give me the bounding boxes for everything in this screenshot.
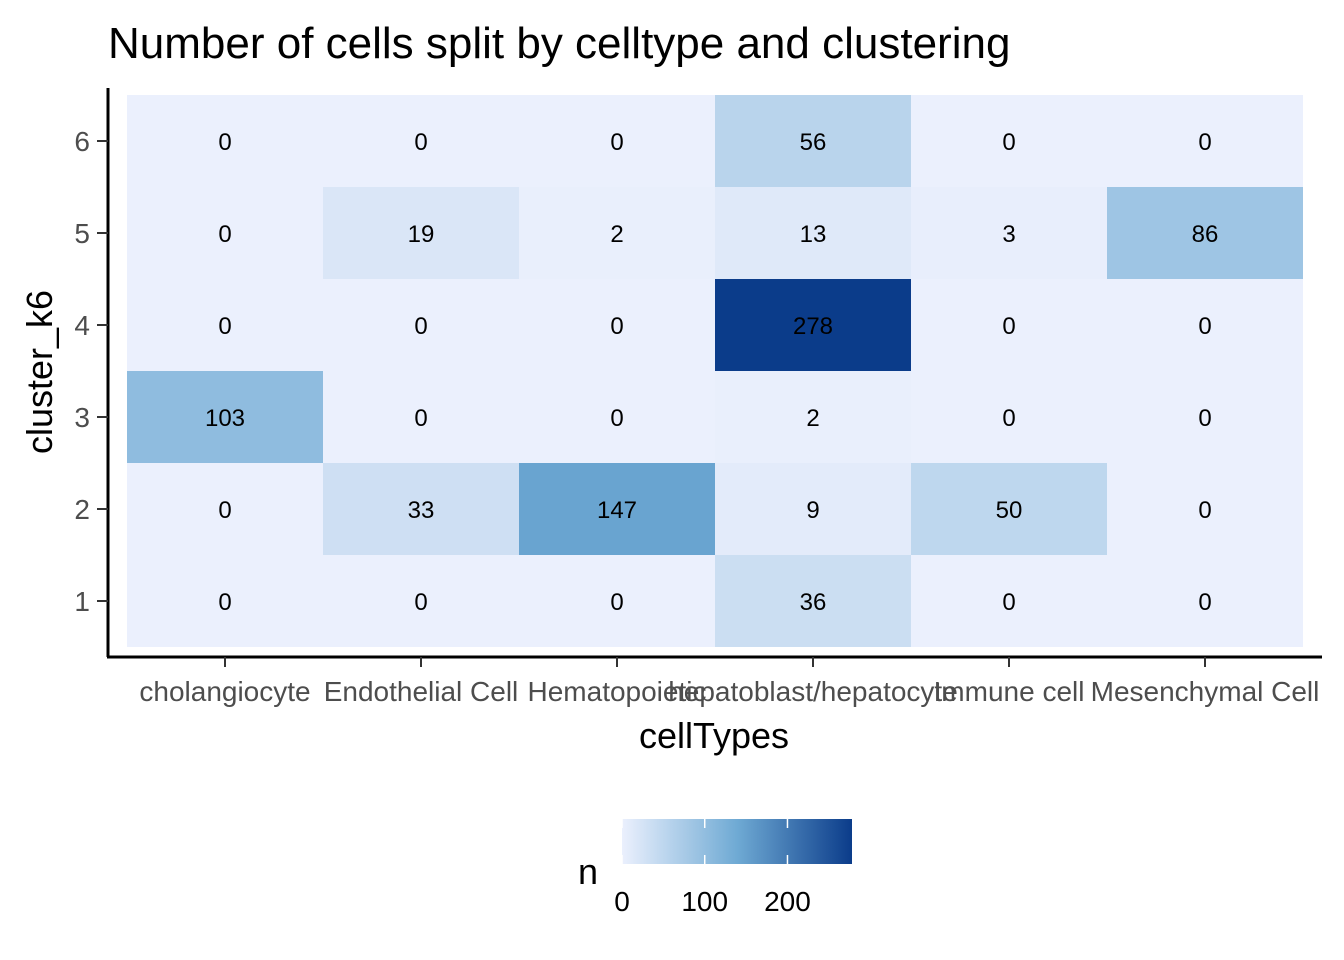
cell-value-label: 56 bbox=[800, 129, 827, 156]
heatmap-cell bbox=[1107, 187, 1303, 279]
cell-value-label: 0 bbox=[1002, 589, 1015, 616]
cell-value-label: 103 bbox=[205, 405, 245, 432]
y-tick-label: 2 bbox=[74, 494, 90, 525]
cell-value-label: 0 bbox=[414, 129, 427, 156]
color-legend: n 0 100 200 bbox=[578, 819, 852, 917]
heatmap-cell bbox=[911, 555, 1107, 647]
heatmap-cell bbox=[715, 555, 911, 647]
heatmap-cell bbox=[323, 371, 519, 463]
heatmap-cells: 0 0 0 36 0 0 0 33 147 9 50 0 103 0 0 2 0 0 0 0 0 278 0 0 0 19 2 13 3… bbox=[127, 95, 1303, 647]
heatmap-cell bbox=[323, 555, 519, 647]
cell-value-label: 0 bbox=[218, 589, 231, 616]
heatmap-cell bbox=[715, 371, 911, 463]
cell-value-label: 0 bbox=[414, 313, 427, 340]
legend-ticks: 0 100 200 bbox=[614, 819, 811, 917]
cell-value-label: 0 bbox=[1198, 313, 1211, 340]
y-tick-label: 6 bbox=[74, 126, 90, 157]
heatmap-cell bbox=[127, 463, 323, 555]
cell-value-label: 0 bbox=[414, 589, 427, 616]
y-tick-label: 1 bbox=[74, 586, 90, 617]
heatmap-cell bbox=[519, 463, 715, 555]
legend-colorbar bbox=[622, 819, 852, 864]
heatmap-cell bbox=[911, 463, 1107, 555]
cell-value-label: 0 bbox=[1002, 313, 1015, 340]
y-axis-title: cluster_k6 bbox=[19, 290, 60, 454]
cell-value-label: 0 bbox=[218, 221, 231, 248]
heatmap-cell bbox=[715, 187, 911, 279]
legend-title: n bbox=[578, 851, 598, 892]
legend-tick-label: 100 bbox=[681, 886, 728, 917]
cell-value-label: 0 bbox=[1198, 497, 1211, 524]
heatmap-cell bbox=[911, 279, 1107, 371]
cell-value-label: 0 bbox=[414, 405, 427, 432]
heatmap-cell bbox=[519, 371, 715, 463]
x-tick-label: Immune cell bbox=[934, 676, 1085, 707]
heatmap-cell bbox=[323, 95, 519, 187]
heatmap-cell bbox=[519, 555, 715, 647]
heatmap-cell bbox=[519, 279, 715, 371]
cell-value-label: 50 bbox=[996, 497, 1023, 524]
heatmap-cell bbox=[127, 555, 323, 647]
heatmap-cell bbox=[127, 279, 323, 371]
heatmap-cell bbox=[715, 279, 911, 371]
cell-value-label: 0 bbox=[218, 129, 231, 156]
y-tick-label: 4 bbox=[74, 310, 90, 341]
cell-value-label: 0 bbox=[610, 313, 623, 340]
heatmap-cell bbox=[127, 95, 323, 187]
heatmap-cell bbox=[519, 95, 715, 187]
cell-value-label: 3 bbox=[1002, 221, 1015, 248]
cell-value-label: 0 bbox=[1198, 129, 1211, 156]
heatmap-cell bbox=[519, 187, 715, 279]
heatmap-cell bbox=[911, 95, 1107, 187]
heatmap-cell bbox=[323, 187, 519, 279]
heatmap-cell bbox=[1107, 555, 1303, 647]
cell-value-label: 0 bbox=[218, 313, 231, 340]
x-tick-label: Hematopoietic bbox=[528, 676, 707, 707]
heatmap-cell bbox=[1107, 95, 1303, 187]
heatmap-cell bbox=[911, 371, 1107, 463]
heatmap-cell bbox=[1107, 463, 1303, 555]
cell-value-label: 0 bbox=[1198, 589, 1211, 616]
y-axis-ticks: 1 2 3 4 5 6 bbox=[74, 126, 108, 617]
cell-value-label: 86 bbox=[1192, 221, 1219, 248]
cell-value-label: 0 bbox=[1198, 405, 1211, 432]
cell-value-label: 9 bbox=[806, 497, 819, 524]
legend-tick-label: 0 bbox=[614, 886, 630, 917]
x-tick-label: Mesenchymal Cell bbox=[1091, 676, 1320, 707]
heatmap-cell bbox=[715, 463, 911, 555]
cell-value-label: 278 bbox=[793, 313, 833, 340]
x-axis-ticks: cholangiocyte Endothelial Cell Hematopoiet… bbox=[139, 657, 1319, 707]
cell-value-label: 0 bbox=[610, 129, 623, 156]
legend-tick-label: 200 bbox=[764, 886, 811, 917]
cell-value-label: 0 bbox=[610, 589, 623, 616]
x-tick-label: cholangiocyte bbox=[139, 676, 310, 707]
cell-value-label: 2 bbox=[806, 405, 819, 432]
cell-value-label: 2 bbox=[610, 221, 623, 248]
heatmap-cell bbox=[323, 463, 519, 555]
cell-value-label: 0 bbox=[610, 405, 623, 432]
heatmap-cell bbox=[1107, 371, 1303, 463]
heatmap-cell bbox=[715, 95, 911, 187]
cell-value-label: 0 bbox=[218, 497, 231, 524]
cell-value-label: 13 bbox=[800, 221, 827, 248]
cell-value-label: 19 bbox=[408, 221, 435, 248]
chart-title: Number of cells split by celltype and cl… bbox=[108, 19, 1010, 68]
heatmap-cell bbox=[323, 279, 519, 371]
axes bbox=[106, 88, 1322, 659]
heatmap-cell bbox=[127, 371, 323, 463]
heatmap-cell bbox=[911, 187, 1107, 279]
cell-value-label: 0 bbox=[1002, 129, 1015, 156]
cell-value-label: 0 bbox=[1002, 405, 1015, 432]
cell-value-label: 36 bbox=[800, 589, 827, 616]
heatmap-cell bbox=[1107, 279, 1303, 371]
cell-value-label: 33 bbox=[408, 497, 435, 524]
x-axis-title: cellTypes bbox=[639, 715, 789, 756]
cell-value-label: 147 bbox=[597, 497, 637, 524]
x-tick-label: Endothelial Cell bbox=[324, 676, 519, 707]
y-tick-label: 5 bbox=[74, 218, 90, 249]
x-tick-label: hepatoblast/hepatocyte bbox=[668, 676, 958, 707]
y-tick-label: 3 bbox=[74, 402, 90, 433]
heatmap-cell bbox=[127, 187, 323, 279]
